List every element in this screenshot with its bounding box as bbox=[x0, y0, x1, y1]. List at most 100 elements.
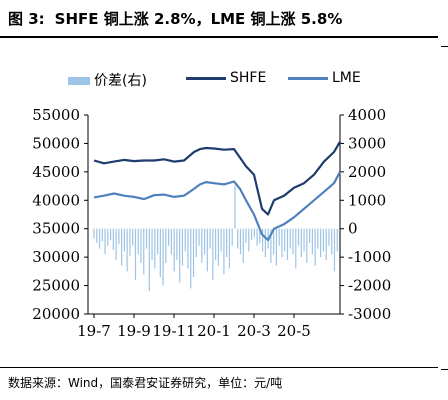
spread-bar bbox=[226, 228, 228, 258]
spread-bar bbox=[256, 228, 258, 246]
spread-bar bbox=[248, 228, 250, 252]
spread-bar bbox=[145, 228, 148, 249]
spread-bar bbox=[134, 228, 137, 280]
spread-bar bbox=[242, 228, 244, 263]
y-left-tick-label: 30000 bbox=[32, 248, 80, 266]
y-left-tick-label: 20000 bbox=[32, 305, 80, 323]
spread-bar bbox=[126, 228, 128, 272]
spread-bar bbox=[192, 228, 195, 278]
spread-bar bbox=[195, 228, 197, 258]
spread-bar bbox=[93, 228, 95, 239]
spread-bar bbox=[140, 228, 142, 263]
spread-bar bbox=[206, 228, 208, 272]
spread-bar bbox=[245, 228, 247, 243]
spread-bar bbox=[234, 186, 236, 229]
spread-bar bbox=[303, 228, 305, 252]
chart-area: 2000025000300003500040000450005000055000… bbox=[32, 106, 391, 340]
spread-bar bbox=[118, 228, 120, 245]
spread-bar bbox=[228, 228, 231, 269]
x-tick-label: 20-1 bbox=[197, 322, 231, 340]
spread-bar bbox=[333, 228, 336, 272]
y-right-tick-label: 1000 bbox=[348, 191, 386, 209]
spread-bar bbox=[123, 228, 126, 252]
y-left-tick-label: 40000 bbox=[32, 191, 80, 209]
spread-bar bbox=[132, 228, 134, 246]
y-left-tick-label: 25000 bbox=[32, 277, 80, 295]
spread-bar bbox=[201, 228, 203, 263]
spread-bar bbox=[311, 228, 313, 255]
spread-bar bbox=[284, 228, 286, 252]
y-right-tick-label: 0 bbox=[348, 220, 358, 238]
spread-bar bbox=[320, 228, 322, 258]
spread-bar bbox=[264, 228, 266, 258]
spread-bar bbox=[306, 228, 308, 263]
spread-bar bbox=[317, 228, 319, 249]
spread-bar bbox=[181, 228, 184, 266]
y-left-tick-label: 35000 bbox=[32, 220, 80, 238]
spread-bar bbox=[289, 228, 291, 249]
title-rule bbox=[0, 36, 438, 38]
y-right-tick-label: -2000 bbox=[348, 277, 391, 295]
spread-bar bbox=[259, 228, 261, 243]
spread-bar bbox=[179, 228, 181, 283]
legend-label-shfe: SHFE bbox=[230, 70, 267, 86]
figure-title: 图 3: SHFE 铜上涨 2.8%，LME 铜上涨 5.8% bbox=[8, 6, 436, 32]
spread-bar bbox=[286, 228, 289, 260]
spread-bar bbox=[231, 228, 233, 246]
spread-bar bbox=[156, 228, 159, 255]
spread-bar bbox=[250, 228, 253, 241]
spread-bar bbox=[112, 228, 114, 251]
spread-bar bbox=[148, 228, 150, 292]
y-left-tick-label: 45000 bbox=[32, 163, 80, 181]
spread-bar bbox=[203, 228, 206, 255]
x-tick-label: 19-11 bbox=[152, 322, 195, 340]
y-right-tick-label: 3000 bbox=[348, 134, 386, 152]
spread-bar bbox=[198, 228, 200, 246]
figure-number: 图 3: bbox=[8, 10, 45, 28]
spread-bar bbox=[104, 228, 106, 255]
spread-bar bbox=[98, 228, 101, 249]
spread-bar bbox=[215, 228, 217, 260]
y-left-tick-label: 55000 bbox=[32, 106, 80, 124]
x-tick-label: 19-7 bbox=[77, 322, 111, 340]
spread-bar bbox=[154, 228, 156, 269]
spread-bar bbox=[187, 228, 189, 269]
spread-bar bbox=[107, 228, 109, 246]
legend-swatch-shfe bbox=[186, 76, 226, 80]
shfe-line bbox=[93, 141, 341, 216]
edge-mark-top bbox=[441, 46, 448, 47]
spread-bar bbox=[239, 228, 242, 255]
spread-bar bbox=[101, 228, 103, 242]
spread-bar bbox=[220, 228, 222, 252]
legend-item-lme: LME bbox=[288, 70, 361, 86]
spread-bar bbox=[331, 228, 333, 255]
x-tick-label: 20-5 bbox=[277, 322, 311, 340]
spread-bar bbox=[275, 228, 278, 266]
spread-bar bbox=[292, 228, 294, 255]
legend-item-shfe: SHFE bbox=[186, 70, 266, 86]
spread-bar bbox=[170, 228, 172, 255]
figure-title-text: SHFE 铜上涨 2.8%，LME 铜上涨 5.8% bbox=[54, 10, 343, 28]
spread-bar bbox=[159, 228, 161, 278]
spread-bar bbox=[143, 228, 145, 275]
legend-swatch-spread bbox=[68, 77, 90, 85]
spread-bar bbox=[109, 228, 112, 241]
legend-label-spread: 价差(右) bbox=[94, 73, 147, 89]
source-rule bbox=[0, 367, 438, 368]
spread-bar bbox=[165, 228, 167, 263]
spread-bar bbox=[162, 228, 164, 286]
spread-bar bbox=[184, 228, 186, 252]
spread-bar bbox=[209, 228, 211, 249]
spread-bar bbox=[253, 228, 255, 238]
spread-bar bbox=[281, 228, 283, 258]
spread-bar bbox=[325, 228, 327, 260]
spread-bar bbox=[190, 228, 192, 289]
spread-bar bbox=[237, 228, 239, 249]
y-right-tick-label: 4000 bbox=[348, 106, 386, 124]
legend-swatch-lme bbox=[288, 76, 328, 80]
spread-bar bbox=[173, 228, 175, 272]
spread-bar bbox=[297, 228, 300, 246]
spread-bar bbox=[212, 228, 214, 280]
spread-bar bbox=[328, 228, 330, 246]
spread-bar bbox=[96, 228, 98, 243]
